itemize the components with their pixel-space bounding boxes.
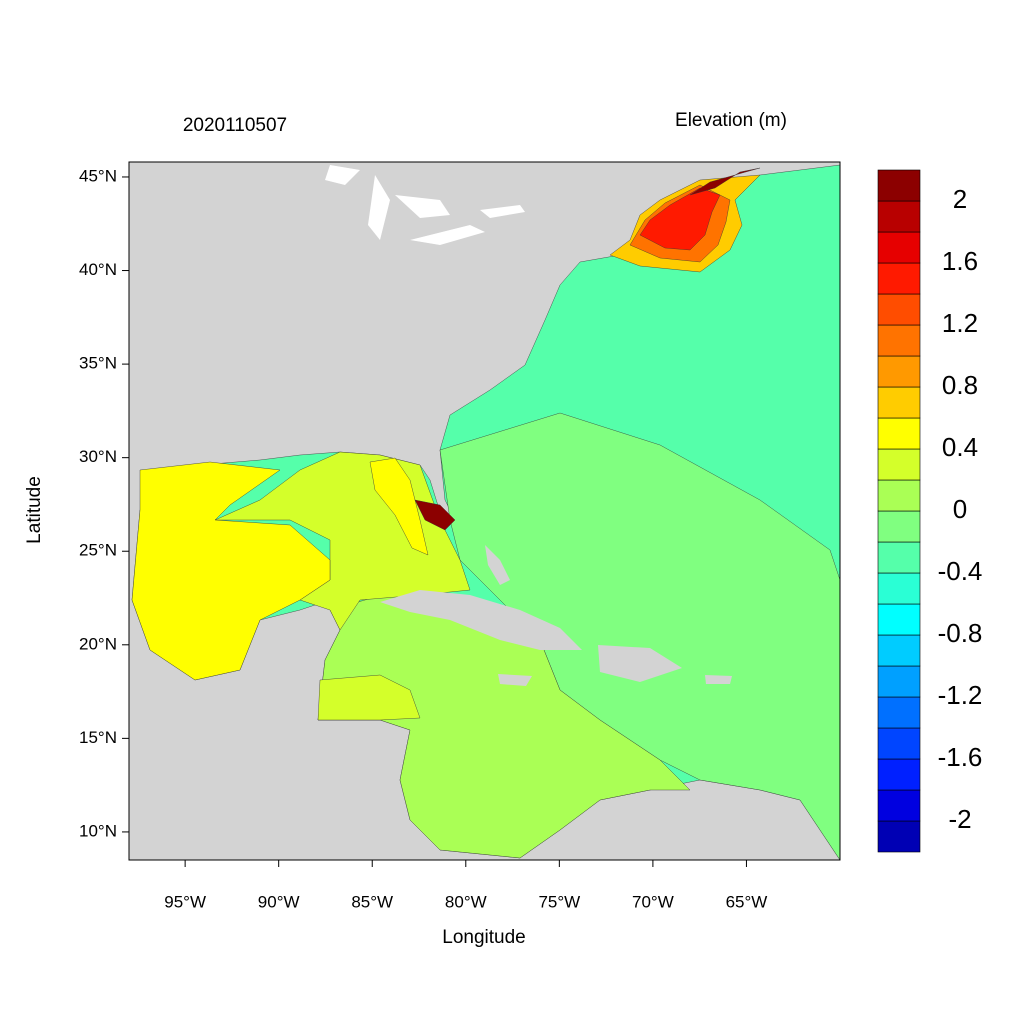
x-tick-label: 75°W bbox=[538, 892, 580, 911]
y-tick-label: 45°N bbox=[79, 166, 117, 185]
ocean-zone bbox=[131, 461, 331, 681]
x-tick-label: 80°W bbox=[445, 892, 487, 911]
colorbar-box bbox=[877, 572, 921, 605]
colorbar-box bbox=[877, 324, 921, 357]
colorbar-title: Elevation (m) bbox=[675, 110, 787, 131]
y-tick-label: 30°N bbox=[79, 447, 117, 466]
lake bbox=[480, 205, 525, 218]
colorbar-box bbox=[877, 262, 921, 295]
colorbar-box bbox=[877, 355, 921, 388]
colorbar-label: -0.8 bbox=[938, 618, 983, 648]
colorbar-box bbox=[877, 820, 921, 853]
colorbar-box bbox=[877, 386, 921, 419]
colorbar-box bbox=[877, 448, 921, 481]
y-tick-label: 10°N bbox=[79, 821, 117, 840]
x-tick-label: 65°W bbox=[726, 892, 768, 911]
map bbox=[129, 162, 840, 860]
x-tick-label: 85°W bbox=[351, 892, 393, 911]
lakes bbox=[325, 165, 525, 245]
y-tick-label: 20°N bbox=[79, 634, 117, 653]
sea-fill bbox=[131, 164, 840, 860]
x-axis-label: Longitude bbox=[442, 927, 525, 948]
colorbar-box bbox=[877, 231, 921, 264]
colorbar-box bbox=[877, 510, 921, 543]
lake bbox=[410, 225, 485, 245]
bahamas bbox=[485, 545, 510, 585]
x-tick-label: 90°W bbox=[258, 892, 300, 911]
colorbar-box bbox=[877, 727, 921, 760]
colorbar-box bbox=[877, 634, 921, 667]
y-tick-label: 40°N bbox=[79, 260, 117, 279]
ocean-zone bbox=[369, 457, 429, 556]
x-tick-label: 95°W bbox=[164, 892, 206, 911]
colorbar-label: -1.6 bbox=[938, 742, 983, 772]
colorbar-box bbox=[877, 541, 921, 574]
puerto-rico bbox=[705, 675, 732, 684]
islands bbox=[380, 545, 732, 686]
y-tick-label: 35°N bbox=[79, 354, 117, 373]
colorbar-box bbox=[877, 789, 921, 822]
ocean-zone bbox=[414, 499, 456, 531]
ocean-zone bbox=[639, 187, 721, 251]
colorbar-box bbox=[877, 293, 921, 326]
hispaniola bbox=[598, 645, 682, 682]
ocean-zone bbox=[317, 674, 421, 721]
ocean-zone bbox=[689, 167, 761, 196]
colorbar-box bbox=[877, 758, 921, 791]
colorbar-box bbox=[877, 479, 921, 512]
colorbar-box bbox=[877, 603, 921, 636]
colorbar-label: 0 bbox=[953, 494, 967, 524]
colorbar-box bbox=[877, 696, 921, 729]
colorbar-box bbox=[877, 169, 921, 202]
colorbar-box bbox=[877, 665, 921, 698]
ocean-zone bbox=[439, 412, 840, 860]
colorbar-box bbox=[877, 200, 921, 233]
colorbar-label: -1.2 bbox=[938, 680, 983, 710]
lake bbox=[368, 175, 390, 240]
x-tick-label: 70°W bbox=[632, 892, 674, 911]
colorbar-label: 0.4 bbox=[942, 432, 978, 462]
colorbar-label: 1.2 bbox=[942, 308, 978, 338]
colorbar-box bbox=[877, 417, 921, 450]
map-title: 2020110507 bbox=[183, 115, 287, 136]
colorbar-label: -0.4 bbox=[938, 556, 983, 586]
y-tick-label: 15°N bbox=[79, 728, 117, 747]
colorbar-label: 2 bbox=[953, 184, 967, 214]
cuba bbox=[380, 590, 582, 650]
plot-frame bbox=[128, 161, 841, 861]
lake bbox=[325, 165, 360, 185]
colorbar-label: 1.6 bbox=[942, 246, 978, 276]
colorbar-label: 0.8 bbox=[942, 370, 978, 400]
y-axis-label: Latitude bbox=[24, 476, 45, 544]
y-tick-label: 25°N bbox=[79, 541, 117, 560]
colorbar-label: -2 bbox=[948, 804, 971, 834]
jamaica bbox=[498, 674, 532, 686]
lake bbox=[395, 195, 450, 218]
